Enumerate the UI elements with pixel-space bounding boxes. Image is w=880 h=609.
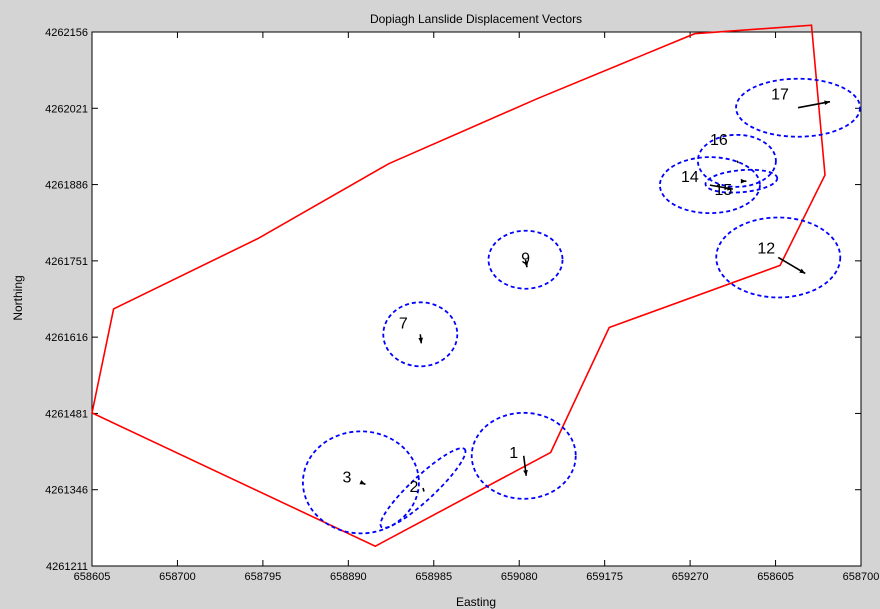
y-tick-label: 4261616 — [45, 332, 88, 344]
error-ellipse — [487, 229, 564, 290]
error-ellipse — [704, 168, 779, 194]
x-tick-label: 659270 — [672, 571, 709, 583]
station-label: 15 — [714, 182, 732, 199]
x-tick-label: 658700 — [159, 571, 196, 583]
y-tick-label: 4262021 — [45, 103, 88, 115]
x-tick-label: 658700 — [843, 571, 880, 583]
landslide-boundary — [91, 24, 826, 548]
plot-area — [91, 31, 862, 567]
x-tick-label: 658795 — [245, 571, 282, 583]
station-label: 2 — [410, 479, 419, 496]
station-label: 3 — [342, 469, 351, 486]
error-ellipse — [379, 447, 467, 529]
station-label: 14 — [681, 169, 699, 186]
error-ellipse — [735, 77, 861, 138]
x-axis: 658605 658700 658795 658890 658985 659080 6591… — [74, 32, 880, 583]
vector-line — [422, 487, 425, 492]
error-ellipses — [302, 77, 861, 535]
y-tick-label: 4261211 — [46, 561, 88, 573]
x-tick-label: 659080 — [501, 571, 538, 583]
x-tick-label: 659175 — [586, 571, 623, 583]
x-tick-label: 658890 — [330, 571, 367, 583]
error-ellipse — [470, 411, 577, 500]
vector-line — [736, 160, 740, 164]
error-ellipse — [715, 216, 842, 299]
station-label: 7 — [399, 315, 408, 332]
station-label: 12 — [757, 240, 775, 257]
vector-arrowhead — [359, 479, 366, 485]
station-label: 17 — [771, 87, 789, 104]
vector-arrowhead — [740, 178, 747, 184]
y-tick-label: 4261751 — [45, 256, 88, 268]
boundary-polyline — [91, 24, 826, 548]
y-tick-label: 4262156 — [45, 27, 88, 39]
station-label: 9 — [521, 251, 530, 268]
y-tick-label: 4261346 — [45, 485, 88, 497]
displacement-vectors — [359, 100, 831, 492]
station-label: 1 — [509, 445, 518, 462]
y-axis: 4261211 4261346 4261481 4261616 4261751 42618… — [45, 27, 861, 573]
y-tick-label: 4261481 — [45, 408, 88, 420]
vector-arrowhead — [523, 261, 529, 268]
vector-arrowhead — [418, 337, 423, 344]
y-tick-label: 4261886 — [45, 180, 88, 192]
error-ellipse — [658, 156, 761, 215]
y-axis-label: Northing — [11, 275, 25, 320]
vector-arrowhead — [799, 268, 806, 274]
x-axis-label: Easting — [456, 595, 496, 609]
error-ellipse — [382, 301, 459, 368]
vector-arrowhead — [727, 185, 733, 191]
error-ellipse — [302, 430, 420, 535]
vector-arrowhead — [824, 100, 831, 106]
x-tick-label: 658605 — [74, 571, 111, 583]
station-label: 16 — [710, 132, 728, 149]
x-tick-label: 658985 — [415, 571, 452, 583]
vector-arrowhead — [523, 470, 528, 476]
x-tick-label: 658605 — [757, 571, 794, 583]
error-ellipse — [696, 133, 777, 188]
chart-title: Dopiagh Lanslide Displacement Vectors — [370, 12, 582, 26]
